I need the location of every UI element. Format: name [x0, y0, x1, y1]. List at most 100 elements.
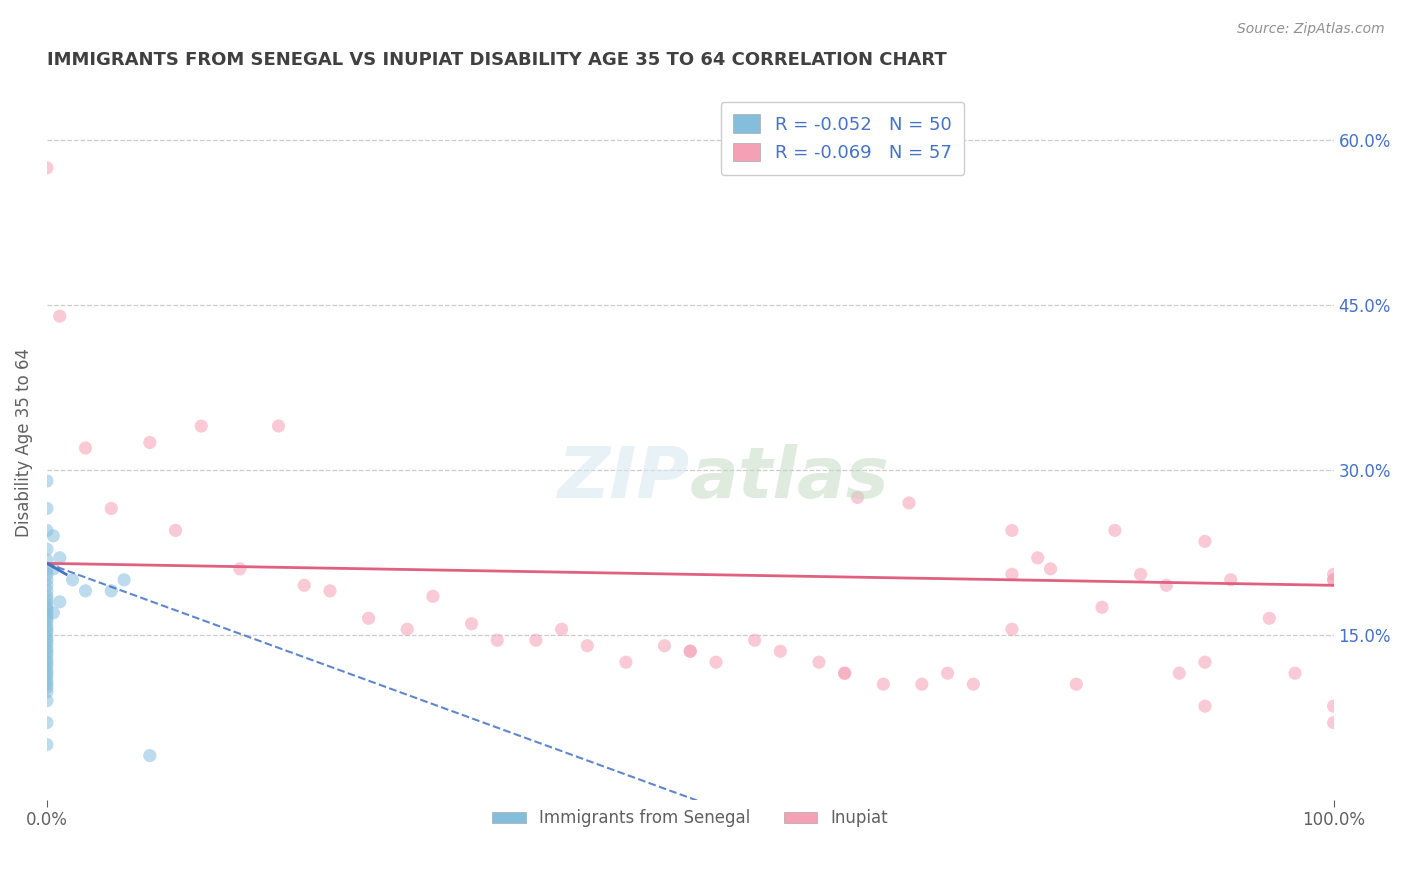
Y-axis label: Disability Age 35 to 64: Disability Age 35 to 64 — [15, 348, 32, 537]
Point — [35, 611, 58, 625]
Point — [1194, 655, 1216, 669]
Point — [1001, 524, 1024, 538]
Point — [35, 573, 58, 587]
Text: IMMIGRANTS FROM SENEGAL VS INUPIAT DISABILITY AGE 35 TO 64 CORRELATION CHART: IMMIGRANTS FROM SENEGAL VS INUPIAT DISAB… — [46, 51, 946, 69]
Point — [422, 590, 444, 604]
Point — [35, 567, 58, 582]
Point — [35, 636, 58, 650]
Point — [679, 644, 702, 658]
Point — [1064, 677, 1087, 691]
Point — [319, 583, 342, 598]
Point — [35, 562, 58, 576]
Point — [35, 592, 58, 607]
Point — [1323, 573, 1346, 587]
Point — [1001, 622, 1024, 636]
Point — [1091, 600, 1114, 615]
Point — [807, 655, 830, 669]
Point — [42, 529, 65, 543]
Point — [75, 441, 97, 455]
Point — [165, 524, 187, 538]
Point — [962, 677, 984, 691]
Point — [1323, 699, 1346, 714]
Point — [357, 611, 380, 625]
Point — [35, 604, 58, 618]
Point — [35, 619, 58, 633]
Point — [100, 583, 122, 598]
Point — [35, 738, 58, 752]
Point — [834, 666, 856, 681]
Point — [744, 633, 766, 648]
Point — [35, 542, 58, 557]
Point — [35, 633, 58, 648]
Point — [35, 578, 58, 592]
Point — [35, 600, 58, 615]
Point — [35, 644, 58, 658]
Point — [139, 435, 162, 450]
Point — [35, 658, 58, 673]
Point — [35, 622, 58, 636]
Point — [1323, 567, 1346, 582]
Point — [460, 616, 482, 631]
Point — [49, 309, 72, 323]
Point — [1194, 534, 1216, 549]
Point — [35, 597, 58, 611]
Point — [35, 663, 58, 677]
Point — [396, 622, 419, 636]
Point — [42, 606, 65, 620]
Point — [1284, 666, 1306, 681]
Legend: Immigrants from Senegal, Inupiat: Immigrants from Senegal, Inupiat — [486, 803, 894, 834]
Point — [524, 633, 547, 648]
Point — [35, 640, 58, 655]
Point — [112, 573, 135, 587]
Point — [35, 161, 58, 175]
Point — [35, 677, 58, 691]
Point — [1104, 524, 1126, 538]
Point — [1168, 666, 1191, 681]
Point — [834, 666, 856, 681]
Point — [898, 496, 921, 510]
Point — [35, 583, 58, 598]
Point — [49, 595, 72, 609]
Point — [550, 622, 572, 636]
Point — [35, 685, 58, 699]
Point — [75, 583, 97, 598]
Point — [35, 666, 58, 681]
Point — [42, 562, 65, 576]
Point — [1258, 611, 1281, 625]
Point — [1323, 715, 1346, 730]
Point — [1156, 578, 1178, 592]
Point — [872, 677, 894, 691]
Point — [35, 625, 58, 640]
Point — [911, 677, 934, 691]
Point — [35, 524, 58, 538]
Point — [267, 419, 290, 434]
Point — [35, 681, 58, 695]
Point — [35, 607, 58, 622]
Point — [49, 550, 72, 565]
Point — [35, 615, 58, 629]
Point — [1001, 567, 1024, 582]
Point — [35, 673, 58, 688]
Point — [35, 655, 58, 669]
Point — [654, 639, 676, 653]
Text: atlas: atlas — [690, 443, 890, 513]
Point — [139, 748, 162, 763]
Point — [190, 419, 212, 434]
Point — [62, 573, 84, 587]
Point — [679, 644, 702, 658]
Text: Source: ZipAtlas.com: Source: ZipAtlas.com — [1237, 22, 1385, 37]
Point — [1039, 562, 1062, 576]
Point — [704, 655, 727, 669]
Point — [35, 715, 58, 730]
Point — [769, 644, 792, 658]
Point — [35, 652, 58, 666]
Point — [936, 666, 959, 681]
Point — [35, 501, 58, 516]
Point — [292, 578, 315, 592]
Point — [846, 491, 869, 505]
Point — [35, 693, 58, 707]
Text: ZIP: ZIP — [558, 443, 690, 513]
Point — [576, 639, 599, 653]
Point — [614, 655, 637, 669]
Point — [1026, 550, 1049, 565]
